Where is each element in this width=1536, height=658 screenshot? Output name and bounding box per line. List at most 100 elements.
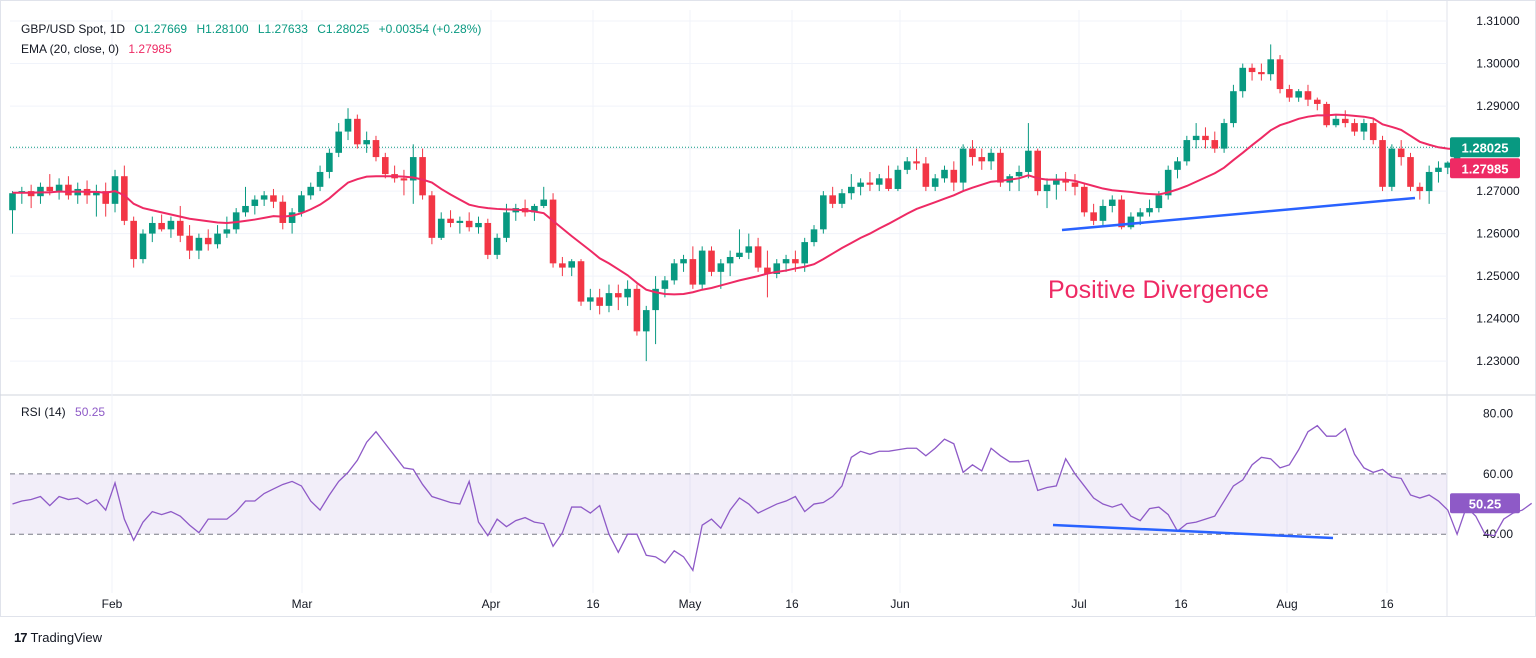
rsi-value: 50.25 [75,405,106,419]
candle-body [1164,169,1172,196]
candle-body [745,246,753,253]
candle-body [866,182,874,185]
x-tick-label: Feb [102,597,123,611]
candle-body [1108,199,1116,206]
candle-body [9,193,16,211]
candle-body [792,259,799,264]
candle-body [195,237,203,251]
candle-body [540,199,548,206]
candle-body [93,191,100,196]
candle-body [820,195,827,230]
price-trendline [1061,196,1416,232]
candle-body [55,184,63,192]
candle-body [596,297,603,306]
candle-body [232,212,240,230]
rsi-tick-label: 80.00 [1483,407,1513,421]
candle-body [484,222,492,255]
symbol-legend: GBP/USD Spot, 1D O1.27669 H1.28100 L1.27… [21,22,487,36]
candle-body [1099,205,1107,221]
candle-body [1174,161,1181,170]
price-tick-label: 1.29000 [1476,99,1520,113]
candle-body [782,259,790,264]
rsi-label: RSI (14) [21,405,66,419]
candle-body [1183,140,1191,162]
candle-body [941,169,948,179]
candle-body [1267,59,1274,75]
candle-body [726,256,734,264]
price-tick-label: 1.30000 [1476,57,1520,71]
x-tick-label: Mar [292,597,313,611]
price-tick-label: 1.27000 [1476,184,1520,198]
candle-body [1295,91,1302,98]
candle-body [959,148,967,183]
candle-body [1136,212,1144,217]
candle-body [689,259,697,285]
candle-body [335,131,342,153]
candle-body [186,235,193,251]
candle-body [298,195,305,213]
candle-body [1239,67,1247,92]
candle-body [503,212,510,238]
candle-body [372,140,380,158]
candle-body [167,220,175,230]
price-tick-label: 1.31000 [1476,14,1520,28]
candle-body [987,152,995,162]
candle-body [447,218,454,223]
tradingview-logo-icon: 17 [14,630,28,645]
candle-body [437,218,445,238]
candle-body [223,229,231,234]
candle-body [400,178,408,181]
candle-body [382,157,389,175]
candle-body [717,263,725,272]
candle-body [708,250,715,272]
candle-body [363,140,370,145]
candle-body [1043,184,1051,192]
candle-body [270,195,277,202]
candle-body [316,171,324,187]
candle-body [1314,99,1321,104]
candle-body [810,229,818,243]
price-tick-label: 1.23000 [1476,354,1520,368]
candle-body [1258,72,1265,75]
last-price-badge [1450,137,1520,158]
x-tick-label: Apr [482,597,501,611]
price-tick-label: 1.24000 [1476,312,1520,326]
rsi-line [12,424,1533,573]
candle-body [736,252,743,257]
candle-body [997,152,1004,183]
candle-body [176,220,184,236]
candle-body [456,220,464,223]
x-tick-label: 16 [1174,597,1188,611]
ema-value: 1.27985 [128,42,172,56]
divergence-annotation: Positive Divergence [1048,276,1269,304]
candle-body [149,222,156,234]
candle-body [875,178,883,185]
candle-body [978,157,986,162]
candle-body [903,161,911,170]
candle-body [1118,199,1125,228]
candle-body [260,195,268,200]
low-value: L1.27633 [257,22,308,36]
tradingview-logo[interactable]: 17 TradingView [14,630,102,645]
candle-body [680,259,687,264]
candle-body [204,237,212,245]
x-tick-label: 16 [586,597,600,611]
candle-body [1397,148,1405,158]
candle-body [428,195,436,238]
candle-body [288,212,296,223]
candle-body [1211,140,1219,149]
ema-legend: EMA (20, close, 0) 1.27985 [21,42,178,56]
price-tick-label: 1.26000 [1476,227,1520,241]
candle-body [1341,118,1349,124]
candle-body [661,280,669,289]
candle-body [568,261,575,268]
last-price-badge-text: 1.28025 [1462,140,1509,155]
candle-body [764,267,771,274]
candle-body [531,205,538,213]
rsi-trendline [1052,523,1334,540]
candle-body [1192,135,1200,141]
candle-body [1034,150,1041,192]
candle-body [642,310,650,332]
candle-body [838,193,846,204]
